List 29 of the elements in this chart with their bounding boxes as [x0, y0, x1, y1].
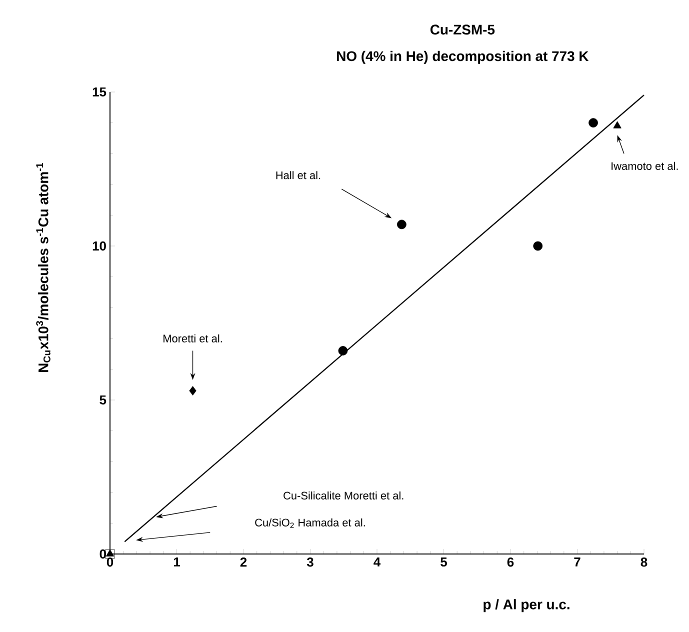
annotation: Iwamoto et al. [612, 162, 678, 170]
x-tick-label: 0 [106, 558, 114, 567]
x-tick-label: 3 [306, 558, 314, 567]
x-tick-label: 8 [640, 558, 648, 567]
x-tick-label: 1 [174, 558, 180, 566]
point [189, 386, 196, 396]
x-tick-label: 7 [574, 558, 580, 566]
chart-title: Cu-ZSM-5 [430, 24, 495, 35]
y-tick-label: 15 [92, 87, 106, 97]
y-tick-label: 0 [100, 549, 106, 559]
x-tick-label: 5 [440, 558, 447, 567]
chart-subtitle: NO (4% in He) decomposition at 773 K [337, 50, 589, 64]
point [533, 241, 543, 251]
point [613, 121, 622, 128]
annotation: Hall et al. [276, 171, 320, 180]
point [588, 118, 598, 128]
x-tick-label: 2 [240, 558, 247, 567]
annotation: Cu-Silicalite Moretti et al. [284, 491, 404, 500]
x-tick-label: 4 [374, 558, 381, 566]
annotation: Cu/SiO$_{2}$ Hamada et al. [255, 518, 365, 528]
point [338, 346, 348, 356]
x-axis-title: p / Al per u.c. [484, 599, 570, 612]
x-tick-label: 6 [507, 558, 514, 567]
y-axis-title: N$_{Cu}$x10$^{3}$/molecules s$^{-1}$Cu atom$^{-1}$ [36, 163, 50, 372]
point [397, 220, 406, 230]
point [106, 549, 114, 556]
y-tick-label: 5 [100, 395, 106, 405]
annotation: Moretti et al. [164, 334, 222, 342]
y-tick-label: 10 [92, 241, 106, 251]
